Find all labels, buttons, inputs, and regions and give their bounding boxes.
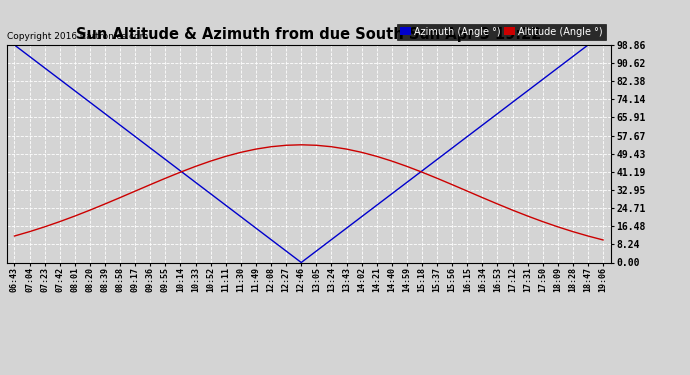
Text: Copyright 2016 Cartronics.com: Copyright 2016 Cartronics.com [7, 32, 148, 40]
Title: Sun Altitude & Azimuth from due South Sun Apr 3 19:22: Sun Altitude & Azimuth from due South Su… [76, 27, 542, 42]
Legend: Azimuth (Angle °), Altitude (Angle °): Azimuth (Angle °), Altitude (Angle °) [397, 24, 606, 40]
